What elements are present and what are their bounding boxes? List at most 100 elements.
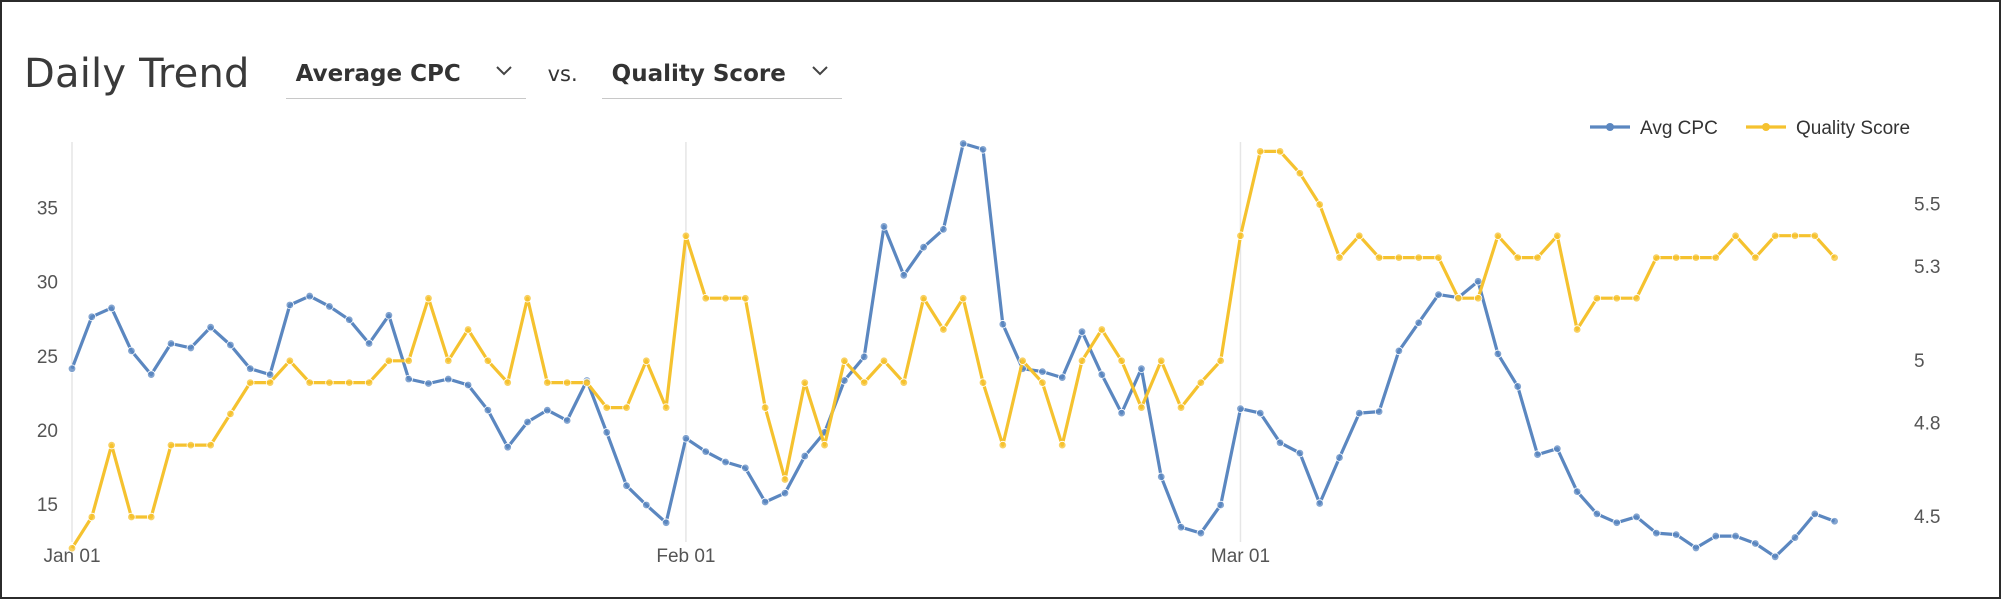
data-point[interactable] bbox=[1572, 487, 1582, 496]
data-point[interactable] bbox=[186, 440, 196, 450]
data-point[interactable] bbox=[562, 378, 572, 387]
data-point[interactable] bbox=[424, 379, 433, 388]
data-point[interactable] bbox=[503, 442, 512, 452]
data-point[interactable] bbox=[820, 440, 829, 450]
data-point[interactable] bbox=[1612, 518, 1621, 527]
data-point[interactable] bbox=[265, 378, 275, 387]
data-point[interactable] bbox=[840, 356, 849, 365]
data-point[interactable] bbox=[364, 339, 374, 348]
data-point[interactable] bbox=[1790, 533, 1800, 542]
data-point[interactable] bbox=[1355, 231, 1364, 240]
data-point[interactable] bbox=[1473, 294, 1483, 303]
data-point[interactable] bbox=[325, 302, 334, 311]
data-point[interactable] bbox=[1157, 472, 1166, 482]
data-point[interactable] bbox=[1572, 325, 1582, 334]
data-point[interactable] bbox=[1137, 403, 1146, 412]
data-point[interactable] bbox=[1414, 253, 1423, 262]
data-point[interactable] bbox=[1671, 530, 1681, 539]
data-point[interactable] bbox=[67, 364, 77, 373]
data-point[interactable] bbox=[939, 325, 948, 334]
data-point[interactable] bbox=[978, 145, 988, 154]
data-point[interactable] bbox=[1137, 364, 1146, 373]
data-point[interactable] bbox=[444, 356, 453, 365]
data-point[interactable] bbox=[701, 447, 710, 456]
data-point[interactable] bbox=[1790, 231, 1800, 240]
data-point[interactable] bbox=[1176, 522, 1186, 532]
data-point[interactable] bbox=[1533, 450, 1542, 459]
data-point[interactable] bbox=[1652, 253, 1661, 262]
data-point[interactable] bbox=[899, 378, 908, 387]
data-point[interactable] bbox=[1335, 453, 1344, 462]
data-point[interactable] bbox=[543, 378, 552, 387]
data-point[interactable] bbox=[147, 370, 156, 379]
data-point[interactable] bbox=[523, 417, 532, 427]
data-point[interactable] bbox=[404, 374, 413, 384]
data-point[interactable] bbox=[1295, 169, 1305, 178]
data-point[interactable] bbox=[226, 409, 235, 419]
data-point[interactable] bbox=[701, 294, 710, 303]
data-point[interactable] bbox=[1493, 231, 1503, 240]
data-point[interactable] bbox=[780, 488, 790, 498]
data-point[interactable] bbox=[1770, 552, 1780, 562]
data-point[interactable] bbox=[1216, 356, 1225, 365]
data-point[interactable] bbox=[1751, 539, 1760, 548]
data-point[interactable] bbox=[1434, 253, 1443, 262]
data-point[interactable] bbox=[1236, 404, 1245, 413]
data-point[interactable] bbox=[523, 294, 532, 303]
data-point[interactable] bbox=[305, 378, 314, 387]
data-point[interactable] bbox=[1731, 531, 1740, 541]
data-point[interactable] bbox=[404, 356, 413, 365]
data-point[interactable] bbox=[1097, 370, 1107, 379]
data-point[interactable] bbox=[226, 340, 235, 350]
data-point[interactable] bbox=[622, 481, 631, 490]
data-point[interactable] bbox=[1691, 253, 1701, 262]
data-point[interactable] bbox=[1632, 512, 1641, 522]
legend-item[interactable]: Avg CPC bbox=[1590, 118, 1718, 139]
data-point[interactable] bbox=[107, 440, 116, 450]
data-point[interactable] bbox=[1553, 444, 1562, 453]
data-point[interactable] bbox=[1711, 531, 1720, 541]
data-point[interactable] bbox=[1770, 231, 1780, 240]
data-point[interactable] bbox=[127, 512, 136, 522]
data-point[interactable] bbox=[1315, 200, 1324, 209]
data-point[interactable] bbox=[285, 300, 295, 310]
data-point[interactable] bbox=[899, 271, 908, 280]
data-point[interactable] bbox=[1058, 373, 1067, 382]
data-point[interactable] bbox=[958, 294, 968, 303]
data-point[interactable] bbox=[87, 512, 97, 522]
data-point[interactable] bbox=[1374, 253, 1384, 262]
data-point[interactable] bbox=[800, 451, 809, 461]
data-point[interactable] bbox=[1652, 528, 1661, 538]
data-point[interactable] bbox=[721, 457, 730, 467]
data-point[interactable] bbox=[483, 356, 493, 365]
data-point[interactable] bbox=[503, 378, 512, 387]
data-point[interactable] bbox=[384, 311, 394, 320]
data-point[interactable] bbox=[760, 403, 770, 412]
data-point[interactable] bbox=[1157, 356, 1166, 365]
data-point[interactable] bbox=[543, 405, 552, 415]
data-point[interactable] bbox=[166, 440, 176, 450]
data-point[interactable] bbox=[285, 356, 295, 365]
data-point[interactable] bbox=[1751, 253, 1760, 262]
data-point[interactable] bbox=[1711, 253, 1720, 262]
data-point[interactable] bbox=[661, 403, 671, 412]
data-point[interactable] bbox=[681, 434, 691, 443]
data-point[interactable] bbox=[1473, 277, 1483, 286]
data-point[interactable] bbox=[998, 320, 1008, 329]
data-point[interactable] bbox=[206, 322, 215, 332]
data-point[interactable] bbox=[582, 378, 592, 387]
data-point[interactable] bbox=[721, 294, 730, 303]
data-point[interactable] bbox=[345, 315, 354, 324]
data-point[interactable] bbox=[1533, 253, 1542, 262]
data-point[interactable] bbox=[1275, 147, 1285, 156]
data-point[interactable] bbox=[147, 512, 156, 522]
data-point[interactable] bbox=[364, 378, 374, 387]
data-point[interactable] bbox=[246, 378, 255, 387]
data-point[interactable] bbox=[998, 440, 1008, 450]
metric-a-dropdown[interactable]: Average CPC bbox=[285, 50, 526, 99]
data-point[interactable] bbox=[622, 403, 631, 412]
data-point[interactable] bbox=[1830, 253, 1839, 262]
data-point[interactable] bbox=[760, 497, 770, 507]
data-point[interactable] bbox=[741, 463, 750, 473]
data-point[interactable] bbox=[1275, 438, 1285, 447]
